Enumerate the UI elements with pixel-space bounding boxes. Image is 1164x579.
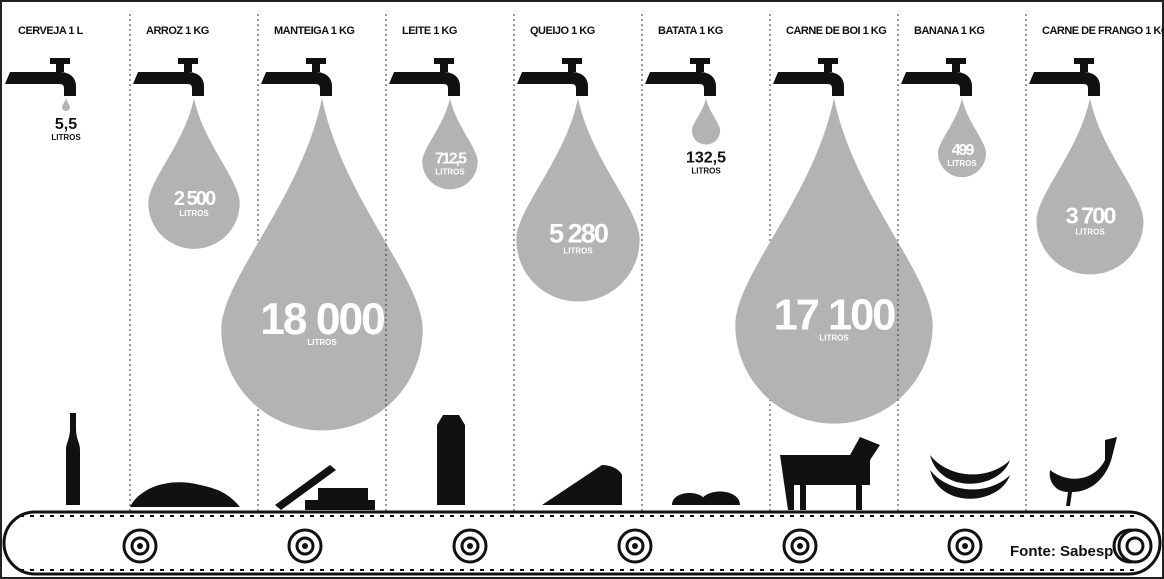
- category-label: QUEIJO 1 KG: [530, 25, 595, 37]
- value-label: 712,5: [435, 150, 467, 167]
- source: Fonte: Sabesp: [1010, 543, 1113, 560]
- value-label: 5 280: [549, 218, 608, 249]
- unit-label: LITROS: [179, 209, 209, 218]
- category-label: CARNE DE BOI 1 KG: [786, 25, 886, 37]
- category-label: CARNE DE FRANGO 1 KG: [1042, 25, 1164, 37]
- category-label: LEITE 1 KG: [402, 25, 457, 37]
- unit-label: LITROS: [691, 167, 721, 176]
- category-label: BATATA 1 KG: [658, 25, 723, 37]
- unit-label: LITROS: [1075, 227, 1105, 236]
- value-label: 5,5: [55, 116, 77, 133]
- value-label: 17 100: [774, 291, 896, 339]
- product-icon: [437, 415, 465, 505]
- category-label: BANANA 1 KG: [914, 25, 985, 37]
- category-label: ARROZ 1 KG: [146, 25, 209, 37]
- category-label: CERVEJA 1 L: [18, 25, 84, 37]
- roller-core: [962, 543, 968, 549]
- roller-core: [302, 543, 308, 549]
- roller-hub: [1127, 538, 1143, 554]
- unit-label: LITROS: [435, 167, 465, 176]
- value-label: 499: [952, 142, 975, 159]
- value-label: 2 500: [174, 188, 216, 210]
- category-label: MANTEIGA 1 KG: [274, 25, 355, 37]
- roller-core: [632, 543, 638, 549]
- unit-label: LITROS: [819, 333, 849, 342]
- roller-core: [797, 543, 803, 549]
- infographic: Fonte: Sabesp CERVEJA 1 L5,5LITROSARROZ …: [0, 0, 1164, 579]
- unit-label: LITROS: [307, 338, 337, 347]
- roller-core: [467, 543, 473, 549]
- unit-label: LITROS: [563, 247, 593, 256]
- belt: [4, 512, 1160, 574]
- roller-core: [137, 543, 143, 549]
- unit-label: LITROS: [51, 133, 81, 142]
- value-label: 18 000: [260, 295, 384, 344]
- value-label: 132,5: [686, 150, 726, 167]
- value-label: 3 700: [1066, 202, 1117, 228]
- unit-label: LITROS: [947, 159, 977, 168]
- conveyor-belt: [4, 512, 1160, 574]
